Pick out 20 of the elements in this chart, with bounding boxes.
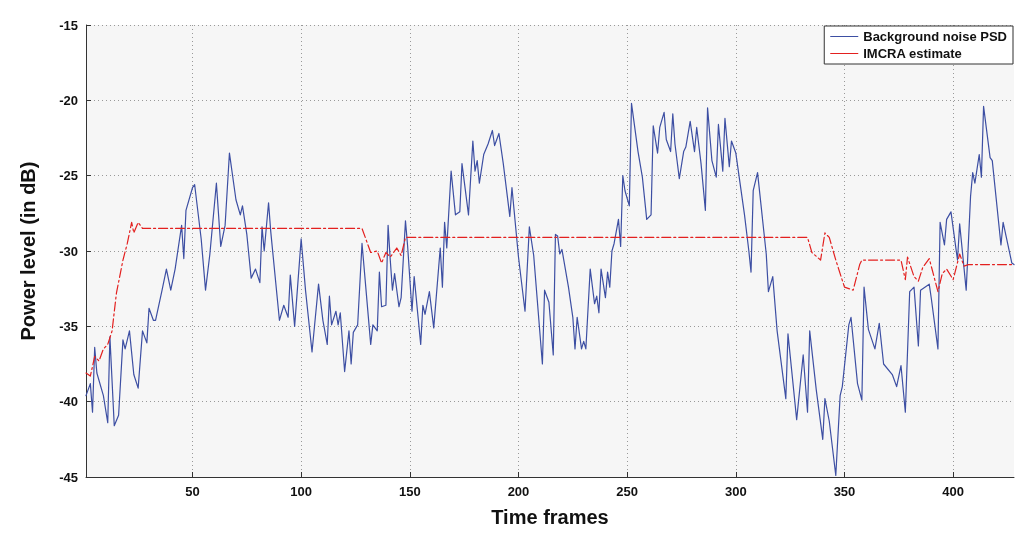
x-tick-label: 50 [185, 484, 200, 499]
legend-label: IMCRA estimate [863, 46, 962, 61]
line-series [85, 221, 1015, 377]
x-tick-label: 250 [616, 484, 638, 499]
y-tick-label: -15 [59, 17, 78, 33]
y-tick-label: -30 [59, 243, 78, 259]
x-tick-label: 200 [507, 484, 530, 499]
x-tick-label: 150 [398, 484, 421, 499]
x-tick-label: 350 [833, 484, 856, 499]
y-tick-label: -20 [59, 92, 78, 108]
y-tick-label: -40 [59, 394, 78, 410]
y-tick-label: -45 [59, 469, 78, 485]
y-axis-title: Power level (in dB) [17, 161, 39, 341]
x-axis-title: Time frames [491, 506, 609, 528]
x-tick-label: 100 [290, 484, 313, 499]
x-tick-label: 300 [724, 484, 747, 499]
legend-label: Background noise PSD [863, 29, 1007, 44]
y-tick-label: -25 [59, 168, 78, 184]
y-tick-label: -35 [59, 318, 78, 334]
x-tick-label: 400 [942, 484, 964, 499]
